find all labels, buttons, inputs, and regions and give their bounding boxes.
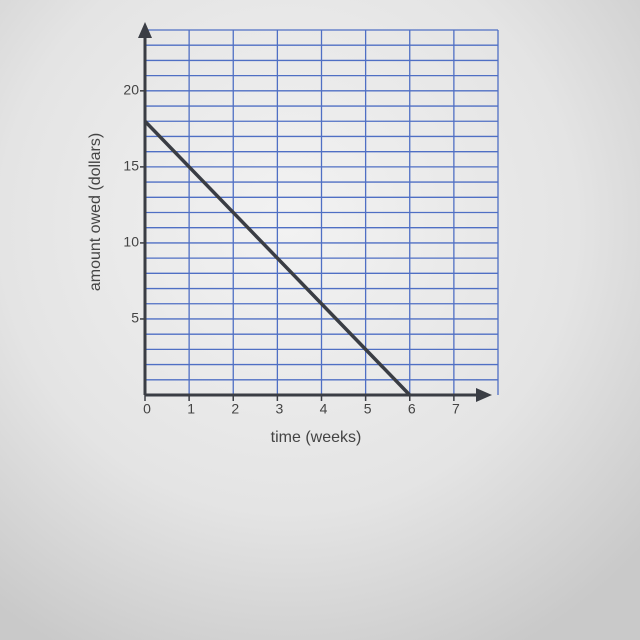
x-tick-label: 0 [143, 401, 151, 417]
y-axis-arrow [138, 22, 152, 38]
data-line [143, 120, 412, 397]
x-axis-label: time (weeks) [271, 429, 362, 446]
x-tick-label: 1 [187, 401, 195, 417]
x-tick-label: 6 [408, 401, 416, 417]
y-tick-label: 10 [123, 234, 139, 250]
x-tick-label: 5 [364, 401, 372, 417]
x-tick-label: 3 [275, 401, 283, 417]
x-axis-arrow [476, 388, 492, 402]
x-tick-label: 2 [231, 401, 239, 417]
y-axis-label: amount owed (dollars) [87, 133, 104, 291]
x-tick-label: 4 [320, 401, 328, 417]
y-tick-label: 20 [123, 82, 139, 98]
x-tick-label: 7 [452, 401, 460, 417]
y-tick-label: 5 [131, 310, 139, 326]
y-tick-label: 15 [123, 158, 139, 174]
